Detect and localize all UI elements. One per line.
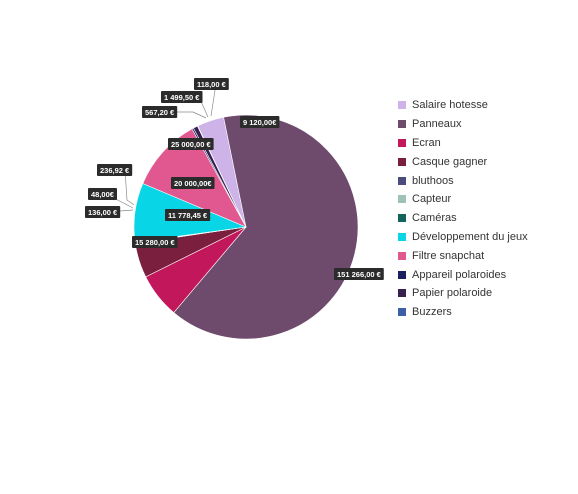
legend-label: Développement du jeux	[412, 230, 528, 243]
pie-slice-panneaux[interactable]	[173, 114, 359, 340]
legend-item-ecran[interactable]: Ecran	[398, 134, 528, 153]
legend-label: Caméras	[412, 212, 457, 225]
data-label-text: 136,00 €	[88, 208, 118, 217]
legend-swatch	[398, 270, 406, 279]
legend-item-papier-polaroide[interactable]: Papier polaroide	[398, 284, 528, 303]
data-label-text: 25 000,00 €	[171, 140, 211, 149]
legend-swatch	[398, 289, 406, 298]
data-label-bluthoos: 136,00 €	[85, 206, 121, 218]
legend-label: Papier polaroide	[412, 287, 493, 300]
data-label-panneaux: 151 266,00 €	[334, 268, 384, 280]
legend-item-panneaux[interactable]: Panneaux	[398, 115, 528, 134]
data-label-filtre-snapchat: 25 000,00 €	[168, 138, 214, 150]
data-label-text: 11 778,45 €	[168, 211, 208, 220]
data-labels: 9 120,00€ 151 266,00 € 15 280,00 € 11 778,4…	[85, 78, 384, 280]
legend-item-cameras[interactable]: Caméras	[398, 209, 528, 228]
legend-item-bluthoos[interactable]: bluthoos	[398, 171, 528, 190]
pie-slices	[133, 114, 359, 340]
data-label-casque-gagner: 11 778,45 €	[165, 209, 211, 221]
legend-swatch	[398, 176, 406, 185]
legend-item-filtre-snapchat[interactable]: Filtre snapchat	[398, 246, 528, 265]
legend-swatch	[398, 120, 406, 129]
legend-swatch	[398, 195, 406, 204]
data-label-appareil-polaroides: 567,20 €	[142, 106, 178, 118]
data-label-text: 567,20 €	[145, 108, 175, 117]
data-label-text: 9 120,00€	[243, 118, 277, 127]
legend-swatch	[398, 157, 406, 166]
legend-swatch	[398, 232, 406, 241]
legend-item-casque-gagner[interactable]: Casque gagner	[398, 152, 528, 171]
legend-swatch	[398, 101, 406, 110]
legend-label: bluthoos	[412, 174, 454, 187]
data-label-papier-polaroide: 1 499,50 €	[161, 91, 203, 103]
data-label-text: 236,92 €	[100, 166, 130, 175]
legend-label: Filtre snapchat	[412, 249, 485, 262]
legend-item-appareil-polaroides[interactable]: Appareil polaroides	[398, 265, 528, 284]
data-label-text: 151 266,00 €	[337, 270, 382, 279]
legend-swatch	[398, 308, 406, 317]
legend-item-buzzers[interactable]: Buzzers	[398, 303, 528, 322]
legend-label: Panneaux	[412, 118, 462, 131]
data-label-capteur: 48,00€	[88, 188, 117, 200]
legend-item-developpement-du-jeux[interactable]: Développement du jeux	[398, 228, 528, 247]
legend-label: Casque gagner	[412, 155, 488, 168]
data-label-text: 20 000,00€	[174, 179, 212, 188]
legend-swatch	[398, 138, 406, 147]
data-label-ecran: 15 280,00 €	[132, 236, 178, 248]
legend-swatch	[398, 214, 406, 223]
legend-label: Capteur	[412, 193, 452, 206]
legend-item-capteur[interactable]: Capteur	[398, 190, 528, 209]
data-label-text: 118,00 €	[197, 80, 227, 89]
legend-label: Appareil polaroides	[412, 268, 507, 281]
legend-label: Buzzers	[412, 306, 452, 319]
data-label-buzzers: 118,00 €	[194, 78, 229, 90]
chart-legend: Salaire hotesse Panneaux Ecran Casque gagne…	[398, 96, 528, 322]
legend-label: Ecran	[412, 136, 441, 149]
data-label-salaire-hotesse: 9 120,00€	[240, 116, 280, 128]
legend-item-salaire-hotesse[interactable]: Salaire hotesse	[398, 96, 528, 115]
data-label-text: 48,00€	[91, 190, 115, 199]
data-label-developpement-du-jeux: 20 000,00€	[171, 177, 215, 189]
data-label-cameras: 236,92 €	[97, 164, 133, 176]
legend-label: Salaire hotesse	[412, 99, 488, 112]
pie-slice-buzzers[interactable]	[197, 125, 247, 228]
data-label-text: 15 280,00 €	[135, 238, 175, 247]
legend-swatch	[398, 251, 406, 260]
data-label-text: 1 499,50 €	[164, 93, 200, 102]
